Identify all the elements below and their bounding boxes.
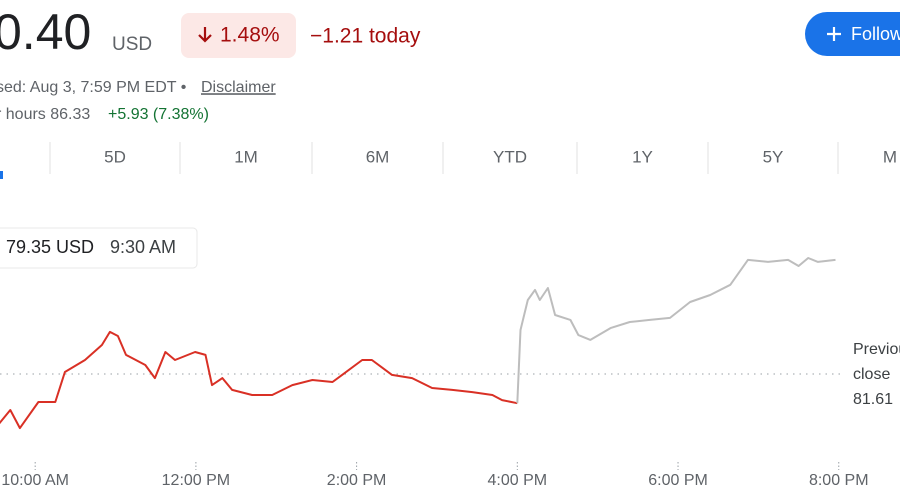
previous-close-label: close [853, 366, 890, 383]
after-hours: r hours 86.33 [0, 106, 90, 123]
range-tab[interactable]: M [883, 147, 897, 166]
range-tab[interactable]: 5D [104, 147, 126, 166]
x-tick-label: 12:00 PM [162, 472, 230, 489]
previous-close-value: 81.61 [853, 391, 893, 408]
x-tick-label: 2:00 PM [327, 472, 387, 489]
range-tab[interactable]: 1M [234, 147, 258, 166]
price-line [516, 257, 836, 404]
plus-icon [827, 27, 841, 41]
x-tick-label: 6:00 PM [648, 472, 708, 489]
tooltip-time: 9:30 AM [110, 237, 176, 257]
x-tick-label: 4:00 PM [488, 472, 548, 489]
status: sed: Aug 3, 7:59 PM EDT • [0, 79, 186, 96]
price: 0.40 [0, 4, 91, 60]
range-tab[interactable]: YTD [493, 147, 527, 166]
tooltip-box [0, 227, 198, 269]
after-hours-change: +5.93 (7.38%) [108, 106, 209, 123]
x-tick-label: 8:00 PM [809, 472, 869, 489]
follow-button[interactable] [805, 12, 900, 56]
range-tab[interactable]: 5Y [763, 147, 784, 166]
x-tick-label: 10:00 AM [1, 472, 69, 489]
previous-close-label: Previous [853, 341, 900, 358]
selected-tab-indicator [0, 171, 3, 179]
change-badge [181, 13, 296, 58]
disclaimer-link[interactable]: Disclaimer [201, 79, 276, 96]
follow-label[interactable]: Follow [851, 24, 900, 44]
tooltip-value: 79.35 USD [6, 237, 94, 257]
range-tab[interactable]: 1Y [632, 147, 653, 166]
range-tab[interactable]: 6M [366, 147, 390, 166]
down-arrow-icon [198, 27, 212, 43]
change-percent: 1.48% [220, 24, 280, 47]
price-line [0, 330, 518, 430]
change-today: −1.21 today [310, 25, 421, 48]
currency: USD [112, 34, 152, 55]
